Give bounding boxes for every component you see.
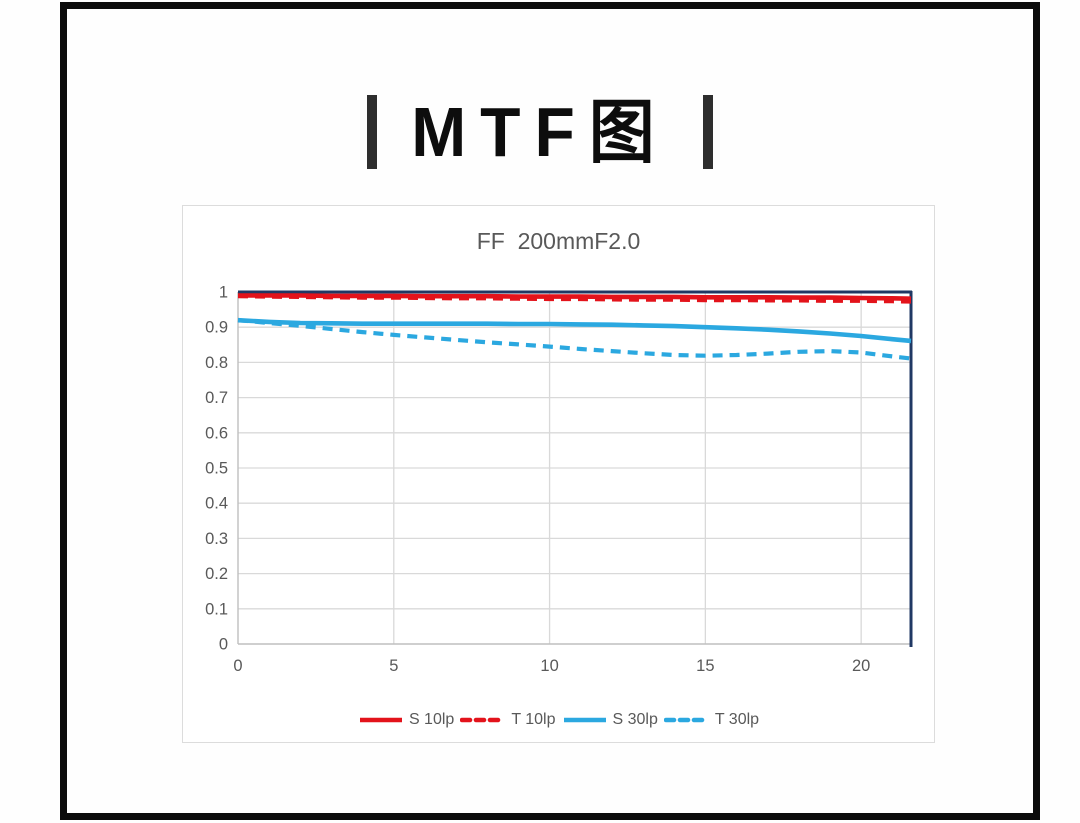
y-tick-label: 0.7 bbox=[205, 389, 228, 407]
legend-label: S 30lp bbox=[612, 711, 658, 728]
series-line-t-30lp bbox=[237, 318, 912, 361]
y-tick-label: 0.5 bbox=[205, 460, 228, 478]
y-tick-label: 1 bbox=[219, 284, 228, 302]
legend-line-swatch bbox=[563, 717, 606, 723]
legend-line-swatch bbox=[359, 717, 402, 723]
legend-item-s-10lp: S 10lp bbox=[358, 711, 454, 729]
page-title: MTF图 bbox=[0, 82, 1080, 182]
chart-legend: S 10lp T 10lp S 30lp T 30lp bbox=[183, 711, 934, 729]
legend-line-swatch bbox=[663, 717, 710, 723]
y-tick-label: 0.1 bbox=[205, 600, 228, 618]
series-line-s-30lp bbox=[237, 317, 912, 344]
y-tick-label: 0.2 bbox=[205, 565, 228, 583]
x-tick-label: 5 bbox=[389, 657, 398, 675]
mtf-plot: 00.10.20.30.40.50.60.70.80.910 5 10 15 20 bbox=[205, 284, 913, 675]
legend-item-t-30lp: T 30lp bbox=[663, 711, 760, 729]
legend-label: S 10lp bbox=[408, 711, 455, 728]
y-tick-label: 0.9 bbox=[205, 319, 228, 337]
legend-item-s-30lp: S 30lp bbox=[562, 711, 658, 729]
y-tick-label: 0 bbox=[219, 636, 228, 654]
mtf-chart-card: 0 0.1 0.2 0.3 0.4 0.5 0.6 0.7 0.8 0.9 1 0 5 10 15 20 FF… bbox=[182, 205, 935, 743]
chart-title: FF 200mmF2.0 bbox=[476, 228, 641, 254]
y-tick-label: 0.4 bbox=[205, 495, 228, 513]
title-right-bar-decoration bbox=[702, 95, 713, 169]
y-tick-label: 0.6 bbox=[205, 424, 228, 442]
y-tick-label: 0.3 bbox=[205, 530, 228, 548]
legend-line-swatch bbox=[460, 717, 507, 723]
legend-item-t-10lp: T 10lp bbox=[460, 711, 556, 729]
x-tick-label: 0 bbox=[233, 657, 242, 675]
x-tick-label: 20 bbox=[852, 657, 870, 675]
page-title-text: MTF图 bbox=[411, 93, 669, 171]
outer-frame bbox=[60, 2, 1040, 820]
y-tick-label: 0.8 bbox=[205, 354, 228, 372]
x-tick-label: 15 bbox=[696, 657, 714, 675]
x-tick-label: 10 bbox=[540, 657, 558, 675]
legend-label: T 30lp bbox=[714, 711, 760, 728]
series-line-t-10lp bbox=[237, 294, 912, 304]
title-left-bar-decoration bbox=[367, 95, 378, 169]
series-line-s-10lp bbox=[238, 293, 912, 301]
legend-label: T 10lp bbox=[511, 711, 556, 728]
